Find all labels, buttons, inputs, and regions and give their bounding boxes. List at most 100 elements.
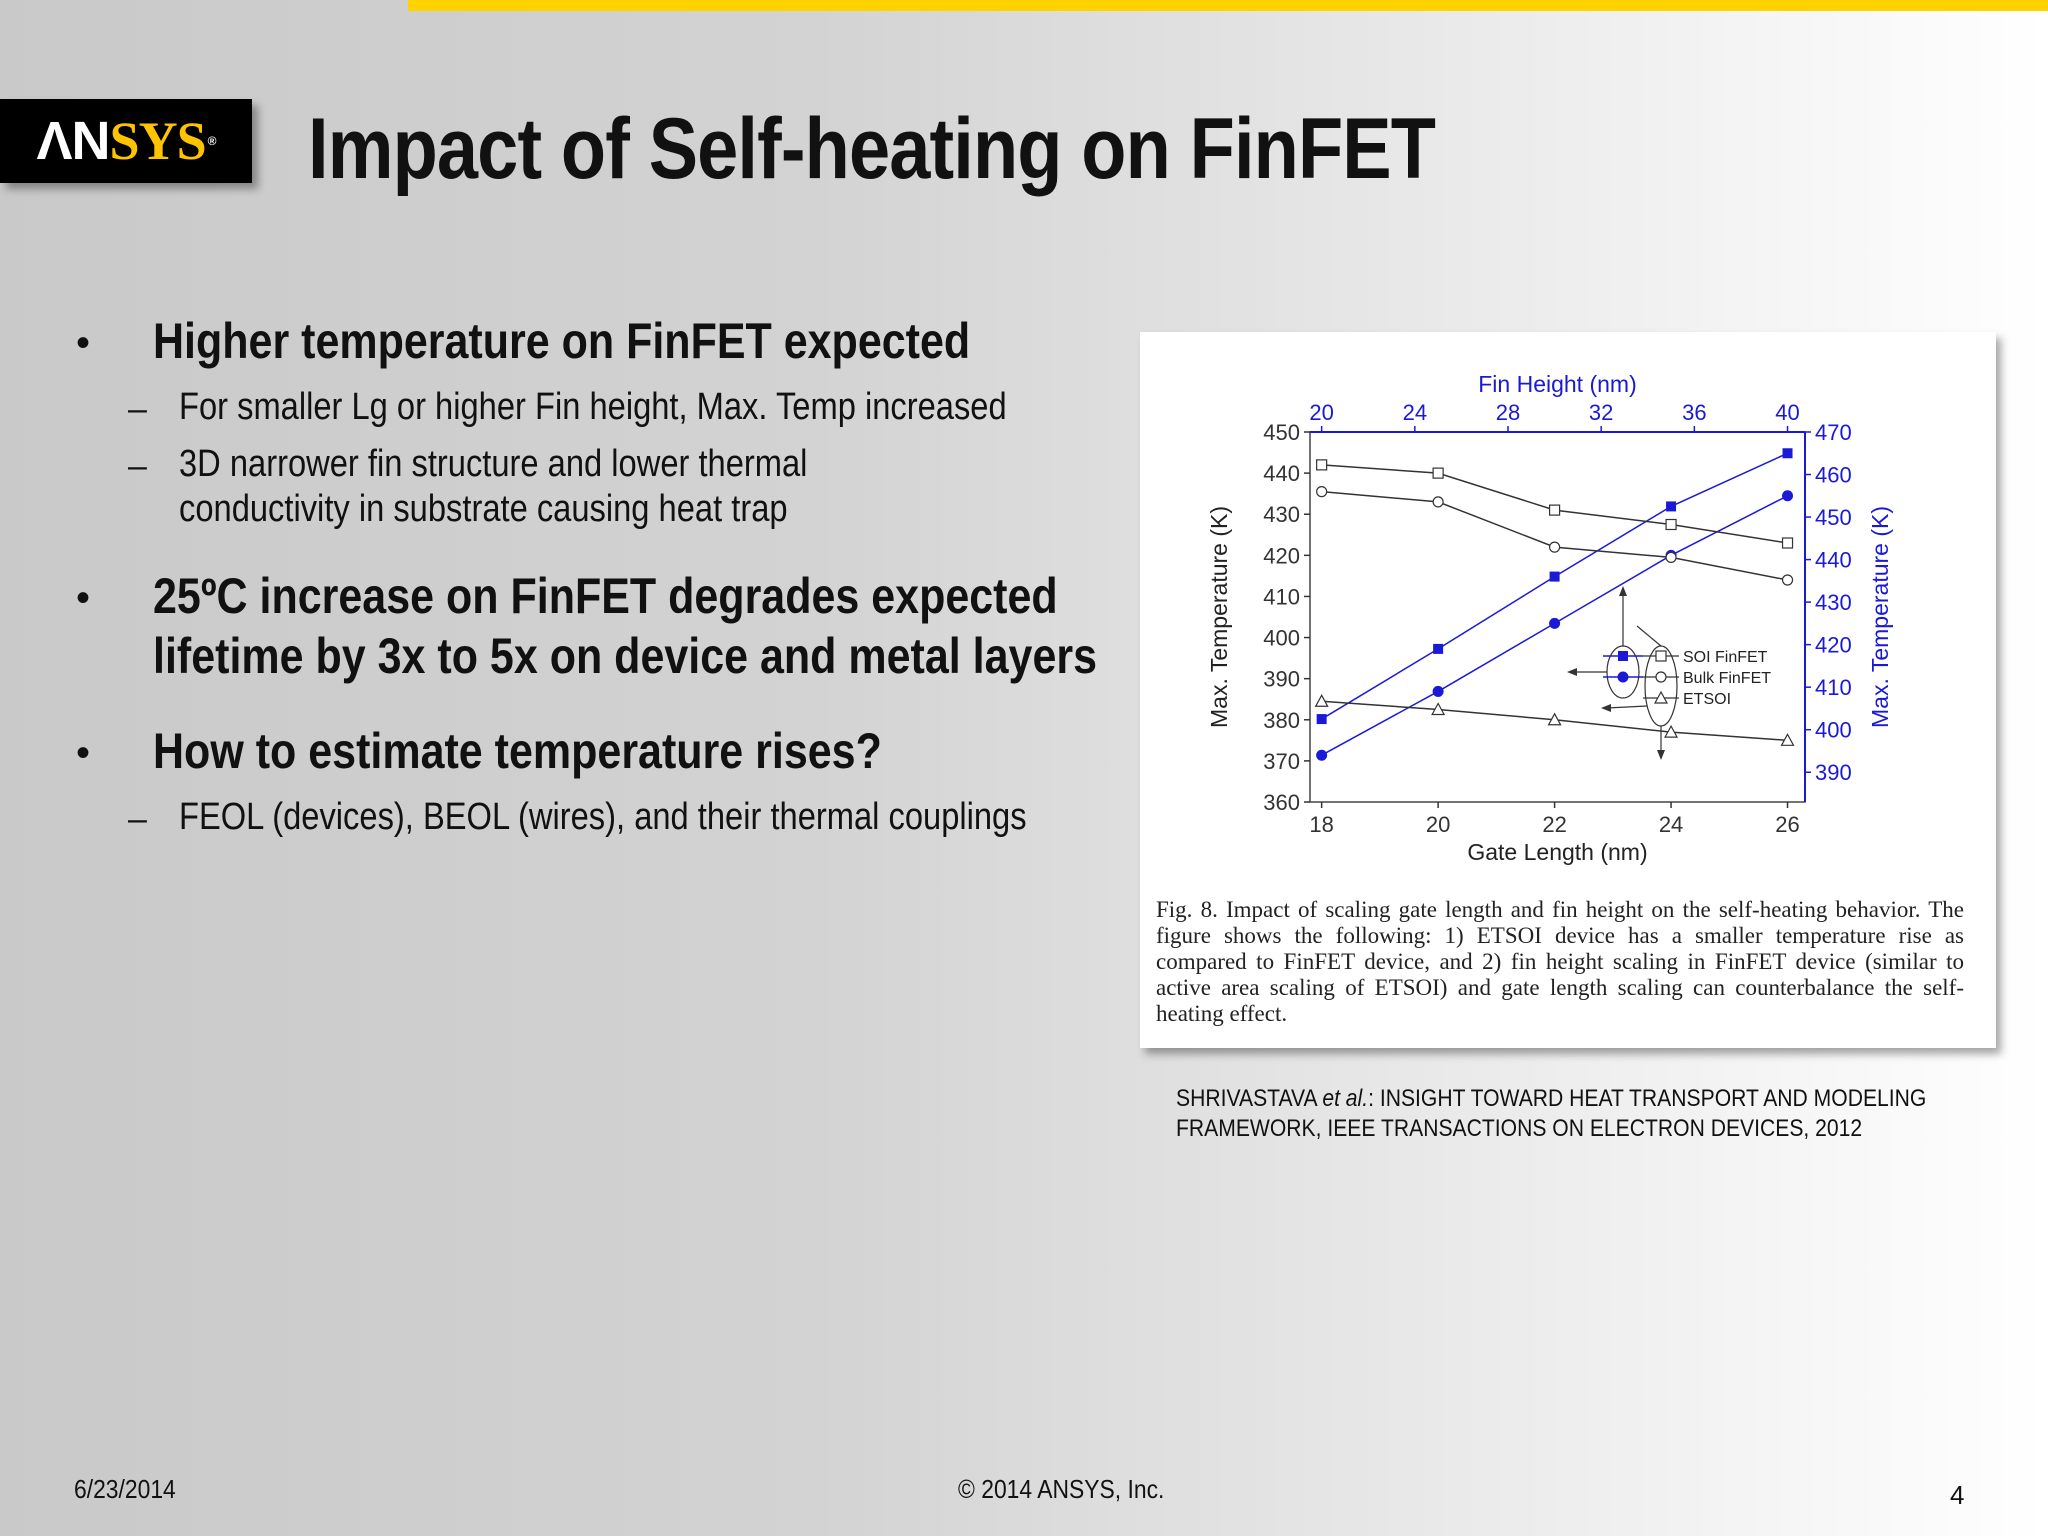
logo-prefix: ΛN <box>36 111 111 171</box>
data-point <box>1549 617 1561 629</box>
legend-marker <box>1653 690 1669 704</box>
y-tick-label: 450 <box>1263 420 1300 445</box>
bullet-1-sub-1: For smaller Lg or higher Fin height, Max… <box>179 386 1007 428</box>
x2-tick-label: 24 <box>1403 400 1427 425</box>
series-line <box>1321 464 1788 544</box>
legend-marker <box>1655 650 1667 662</box>
legend-marker <box>1617 671 1629 683</box>
dash-marker: – <box>128 800 147 838</box>
reference-title: : INSIGHT TOWARD HEAT TRANSPORT AND MODE… <box>1368 1085 1927 1112</box>
reference-citation: SHRIVASTAVA et al.: INSIGHT TOWARD HEAT … <box>1176 1084 1926 1144</box>
logo-suffix: SYS <box>109 111 207 171</box>
data-point <box>1433 643 1444 654</box>
y-tick-label: 420 <box>1263 543 1300 568</box>
data-point <box>1782 490 1794 502</box>
y-tick-label: 390 <box>1263 667 1300 692</box>
bullet-marker: • <box>76 321 91 365</box>
data-point <box>1316 459 1328 471</box>
y-tick-label: 360 <box>1263 790 1300 815</box>
y2-tick-label: 420 <box>1815 633 1852 658</box>
figure-panel: 360 370 380 390 400 410 420 430 440 450 390 400 410 4… <box>1140 332 1996 1048</box>
page-number: 4 <box>1950 1480 1965 1510</box>
y-tick-label: 400 <box>1263 626 1300 651</box>
data-point <box>1782 448 1793 459</box>
bullet-3-sub-1: FEOL (devices), BEOL (wires), and their … <box>179 796 1027 838</box>
data-point <box>1316 749 1328 761</box>
data-point <box>1548 541 1561 553</box>
legend-label: ETSOI <box>1683 691 1731 708</box>
y2-tick-label: 450 <box>1815 505 1852 530</box>
legend-arrowhead <box>1657 750 1665 760</box>
y2-tick-label: 460 <box>1815 463 1852 488</box>
dash-marker: – <box>128 390 147 428</box>
logo-registered: ® <box>207 134 217 148</box>
x-tick-label: 26 <box>1775 812 1799 837</box>
y2-tick-label: 430 <box>1815 590 1852 615</box>
legend-marker <box>1655 671 1667 683</box>
y2-tick-label: 390 <box>1815 760 1852 785</box>
data-point <box>1547 712 1562 726</box>
legend-label: Bulk FinFET <box>1683 670 1771 687</box>
footer-date: 6/23/2014 <box>74 1474 176 1504</box>
data-point <box>1666 501 1677 512</box>
data-point <box>1781 574 1794 586</box>
reference-etal: et al. <box>1322 1085 1369 1112</box>
data-point <box>1665 518 1677 531</box>
data-point <box>1548 504 1561 516</box>
legend-arrow <box>1636 625 1662 647</box>
bullet-1-sub-2-cont: conductivity in substrate causing heat t… <box>179 488 788 530</box>
x-tick-label: 24 <box>1659 812 1683 837</box>
footer-copyright: © 2014 ANSYS, Inc. <box>958 1474 1165 1504</box>
figure-caption: Fig. 8. Impact of scaling gate length an… <box>1156 897 1964 1026</box>
ansys-logo: ΛN SYS ® <box>0 99 252 183</box>
data-point <box>1316 486 1328 498</box>
y2-tick-label: 440 <box>1815 548 1852 573</box>
slide-title: Impact of Self-heating on FinFET <box>308 101 1436 197</box>
y-axis-label: Max. Temperature (K) <box>1206 506 1232 728</box>
bullet-1: Higher temperature on FinFET expected <box>153 313 971 369</box>
y2-tick-label: 400 <box>1815 718 1852 743</box>
legend-arrowhead <box>1601 704 1611 712</box>
dash-marker: – <box>128 447 147 485</box>
data-point <box>1549 571 1560 582</box>
x-tick-label: 18 <box>1309 812 1333 837</box>
x2-axis-label: Fin Height (nm) <box>1478 371 1636 397</box>
data-point <box>1432 685 1444 697</box>
legend-arrow <box>1606 705 1648 709</box>
data-point <box>1316 714 1327 725</box>
data-point <box>1665 551 1677 563</box>
legend-arrowhead <box>1619 586 1627 596</box>
data-point <box>1314 694 1329 707</box>
x2-tick-label: 28 <box>1496 400 1520 425</box>
bullet-2-cont: lifetime by 3x to 5x on device and metal… <box>153 628 1098 684</box>
x2-tick-label: 32 <box>1589 400 1613 425</box>
legend-arrowhead <box>1567 668 1577 676</box>
reference-line-1: SHRIVASTAVA et al.: INSIGHT TOWARD HEAT … <box>1176 1084 1926 1114</box>
x2-tick-label: 20 <box>1309 400 1333 425</box>
bullet-2: 25ºC increase on FinFET degrades expecte… <box>153 568 1058 624</box>
plot-frame <box>1309 431 1806 803</box>
y-tick-label: 370 <box>1263 749 1300 774</box>
y2-tick-label: 410 <box>1815 675 1852 700</box>
data-point <box>1431 702 1446 716</box>
y-tick-label: 440 <box>1263 461 1300 486</box>
legend-label: SOI FinFET <box>1683 649 1768 666</box>
x-axis-label: Gate Length (nm) <box>1467 839 1647 865</box>
reference-line-2: FRAMEWORK, IEEE TRANSACTIONS ON ELECTRON… <box>1176 1115 1863 1142</box>
bullet-marker: • <box>76 576 91 620</box>
accent-bar <box>408 0 2048 11</box>
legend-marker <box>1618 651 1628 661</box>
data-point <box>1432 467 1444 479</box>
x-tick-label: 20 <box>1426 812 1450 837</box>
y-tick-label: 410 <box>1263 584 1300 609</box>
data-point <box>1432 496 1444 508</box>
temperature-chart: 360 370 380 390 400 410 420 430 440 450 390 400 410 4… <box>1206 371 1893 865</box>
data-point <box>1780 733 1795 746</box>
reference-author: SHRIVASTAVA <box>1176 1085 1317 1112</box>
data-point <box>1664 724 1679 738</box>
y2-tick-label: 470 <box>1815 420 1852 445</box>
y2-axis-label: Max. Temperature (K) <box>1867 506 1893 728</box>
x2-tick-label: 36 <box>1682 400 1706 425</box>
bullet-marker: • <box>76 731 91 775</box>
data-point <box>1781 537 1794 549</box>
